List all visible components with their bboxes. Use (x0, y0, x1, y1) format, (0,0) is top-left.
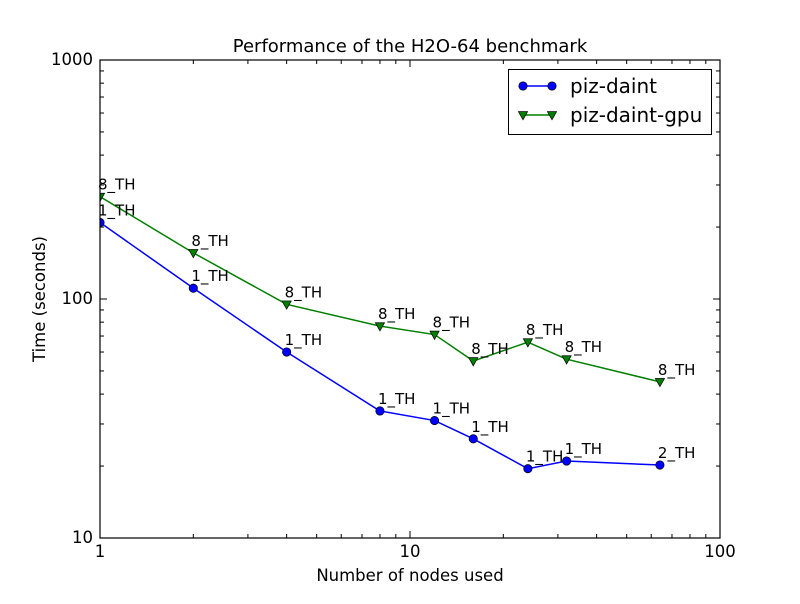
series-piz-daint-marker (562, 456, 572, 466)
point-label: 1_TH (191, 267, 229, 286)
point-label: 1_TH (565, 440, 603, 459)
point-label: 8_TH (565, 338, 603, 357)
point-label: 1_TH (471, 418, 509, 437)
series-piz-daint-marker (655, 460, 665, 470)
legend-marker (546, 111, 558, 121)
legend-marker (518, 81, 528, 91)
series-piz-daint-gpu-marker (654, 378, 666, 388)
series-piz-daint-gpu-marker (188, 249, 199, 259)
legend-marker (517, 111, 529, 121)
point-label: 8_TH (191, 232, 229, 251)
series-piz-daint-gpu-marker (374, 322, 386, 332)
point-label: 8_TH (433, 314, 471, 333)
series-piz-daint-marker (375, 406, 385, 416)
x-tick-label: 100 (704, 542, 736, 561)
point-label: 2_TH (658, 444, 696, 463)
series-piz-daint-marker (282, 347, 292, 357)
y-tick-label: 100 (62, 289, 94, 308)
point-label: 8_TH (471, 340, 509, 359)
plot-border (99, 59, 721, 539)
point-label: 8_TH (285, 283, 323, 302)
point-label: 1_TH (433, 400, 471, 419)
point-label: 8_TH (658, 361, 696, 380)
series-piz-daint-gpu-marker (429, 330, 440, 341)
point-label: 8_TH (378, 305, 416, 324)
chart-title: Performance of the H2O-64 benchmark (233, 36, 588, 57)
legend-label-piz-daint: piz-daint (570, 74, 657, 98)
x-tick-label: 10 (400, 542, 421, 561)
legend: piz-daint piz-daint-gpu (508, 69, 712, 135)
y-tick-label: 10 (72, 528, 93, 547)
legend-box (508, 69, 712, 135)
point-label: 1_TH (526, 448, 564, 467)
point-label: 1_TH (98, 201, 136, 220)
point-label: 8_TH (98, 176, 136, 195)
legend-label-piz-daint-gpu: piz-daint-gpu (570, 103, 702, 127)
y-tick-label: 1000 (51, 50, 93, 69)
series-piz-daint-gpu-marker (100, 192, 106, 203)
point-label: 1_TH (285, 331, 323, 350)
series-piz-daint-marker (188, 283, 198, 293)
series-piz-daint-gpu-marker (468, 357, 479, 367)
point-label: 1_TH (378, 390, 416, 409)
series-piz-daint-marker (429, 416, 440, 426)
series-group (100, 192, 666, 474)
y-axis-label: Time (seconds) (30, 236, 49, 363)
series-piz-daint-marker (468, 434, 478, 444)
point-annotations: 1_TH1_TH1_TH1_TH1_TH1_TH1_TH 1_TH 2_TH8_TH… (98, 176, 695, 467)
point-label: 8_TH (526, 321, 564, 340)
series-piz-daint-gpu-marker (281, 300, 292, 310)
series-piz-daint-gpu-marker (522, 338, 534, 348)
series-piz-daint-gpu-marker (561, 355, 572, 365)
series-piz-daint-marker (523, 464, 533, 474)
legend-marker (547, 81, 557, 91)
x-tick-label: 1 (95, 542, 106, 561)
x-axis-label: Number of nodes used (316, 566, 503, 585)
